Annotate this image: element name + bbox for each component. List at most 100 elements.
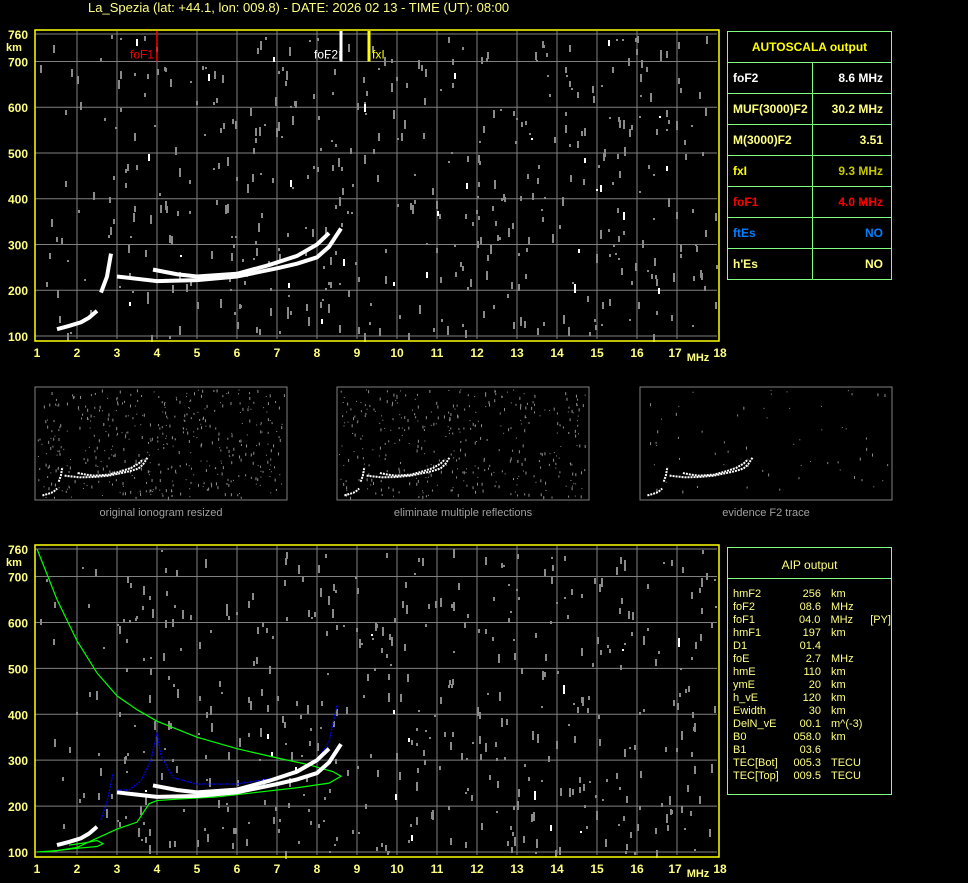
noise-mark xyxy=(519,396,521,400)
noise-mark xyxy=(253,148,255,154)
noise-mark xyxy=(47,475,49,478)
noise-mark xyxy=(573,483,575,485)
noise-mark xyxy=(714,452,716,455)
noise-mark xyxy=(127,415,129,417)
noise-mark xyxy=(676,748,678,752)
noise-mark xyxy=(492,637,494,641)
noise-mark xyxy=(624,562,626,571)
noise-mark xyxy=(459,431,461,433)
noise-mark xyxy=(511,847,513,853)
noise-mark xyxy=(508,584,510,586)
noise-mark xyxy=(62,777,64,781)
noise-mark xyxy=(125,756,127,760)
noise-mark xyxy=(138,453,140,457)
noise-mark xyxy=(149,845,151,854)
noise-mark xyxy=(238,475,240,478)
noise-mark xyxy=(434,715,436,717)
noise-mark xyxy=(171,489,173,493)
noise-mark xyxy=(357,455,359,459)
noise-mark xyxy=(247,408,249,412)
noise-mark xyxy=(165,489,167,493)
noise-mark xyxy=(115,479,117,482)
noise-mark xyxy=(307,705,309,714)
noise-mark xyxy=(576,404,578,406)
noise-mark xyxy=(378,133,380,141)
noise-mark xyxy=(210,482,212,485)
noise-mark xyxy=(260,476,262,478)
noise-mark xyxy=(139,490,141,493)
noise-mark xyxy=(117,397,119,399)
aip-extra xyxy=(867,770,871,783)
noise-mark xyxy=(167,417,169,419)
noise-mark xyxy=(91,485,93,489)
aip-key: TEC[Bot] xyxy=(733,757,778,769)
x-tick-label: 16 xyxy=(630,862,644,876)
noise-mark xyxy=(368,464,370,467)
noise-mark xyxy=(416,393,418,396)
noise-mark xyxy=(362,448,364,450)
noise-mark xyxy=(449,417,451,421)
x-axis-label: MHz xyxy=(687,352,710,364)
x-tick-label: 2 xyxy=(74,862,81,876)
noise-mark xyxy=(700,270,702,278)
noise-mark xyxy=(320,148,322,151)
noise-mark xyxy=(59,452,61,456)
noise-mark xyxy=(340,390,342,393)
noise-mark xyxy=(623,120,625,129)
noise-mark xyxy=(242,259,244,262)
noise-mark xyxy=(400,462,402,465)
noise-mark xyxy=(694,723,696,732)
noise-mark xyxy=(477,420,479,422)
noise-mark xyxy=(495,742,497,747)
aip-value: 04.0 xyxy=(799,614,821,626)
noise-mark xyxy=(409,482,411,486)
noise-mark xyxy=(428,604,430,609)
noise-mark xyxy=(325,554,327,558)
noise-mark xyxy=(576,398,578,401)
noise-mark xyxy=(620,557,622,564)
noise-mark xyxy=(385,276,387,284)
noise-mark xyxy=(572,789,574,795)
noise-mark xyxy=(595,795,597,798)
noise-mark xyxy=(619,608,621,614)
noise-mark xyxy=(131,474,133,476)
noise-mark xyxy=(490,245,492,254)
noise-mark xyxy=(275,97,277,106)
noise-mark xyxy=(577,415,579,417)
noise-mark xyxy=(65,490,67,493)
noise-mark xyxy=(196,101,198,105)
noise-mark xyxy=(321,701,323,706)
noise-mark xyxy=(209,778,211,787)
noise-mark xyxy=(545,489,547,491)
noise-mark xyxy=(498,485,500,489)
noise-mark xyxy=(513,111,515,116)
noise-mark xyxy=(414,573,416,575)
noise-mark xyxy=(311,617,313,619)
noise-mark xyxy=(169,336,171,339)
noise-mark xyxy=(566,397,568,401)
noise-mark xyxy=(227,478,229,481)
noise-mark xyxy=(566,75,568,77)
noise-mark xyxy=(452,732,454,737)
noise-mark xyxy=(90,414,92,418)
x-tick-label: 11 xyxy=(431,862,444,876)
noise-mark xyxy=(265,395,267,397)
y-tick-label: 760 xyxy=(8,28,28,42)
noise-mark xyxy=(270,464,272,466)
noise-mark xyxy=(366,91,368,96)
noise-mark xyxy=(143,658,145,661)
noise-mark xyxy=(715,606,717,608)
noise-mark xyxy=(743,406,745,410)
noise-mark xyxy=(207,834,209,842)
noise-mark xyxy=(183,809,185,812)
noise-mark xyxy=(364,155,366,164)
noise-mark xyxy=(476,210,478,214)
noise-mark xyxy=(457,414,459,418)
noise-mark xyxy=(111,454,113,456)
noise-mark xyxy=(678,405,680,407)
noise-mark xyxy=(116,427,118,431)
noise-mark xyxy=(165,411,167,415)
noise-mark xyxy=(115,127,117,129)
noise-mark xyxy=(260,470,262,472)
noise-mark xyxy=(70,459,72,461)
